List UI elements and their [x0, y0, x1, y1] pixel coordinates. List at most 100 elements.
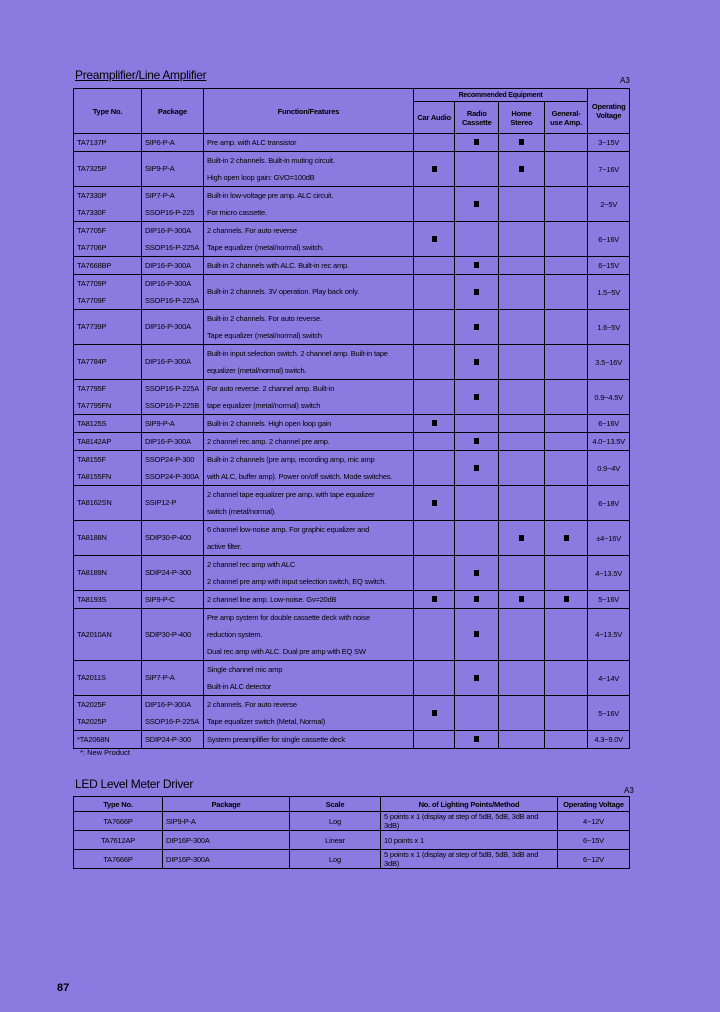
type-number-line: TA8189N: [77, 568, 107, 577]
recommended-mark-icon: [474, 596, 480, 602]
package: SIP7-P-A SSOP16-P-225: [140, 186, 204, 222]
equipment-general: [543, 274, 589, 310]
equipment-radio: [454, 520, 500, 556]
led-voltage: 4~12V: [557, 811, 630, 831]
type-number: TA8162SN: [73, 485, 142, 521]
recommended-mark-icon: [431, 420, 437, 426]
equipment-home: [498, 695, 545, 731]
table-row: TA7668BP DIP16-P-300A Built-in 2 channels …: [73, 256, 630, 275]
type-number-line: TA7330F: [77, 208, 106, 217]
led-points: 5 points x 1 (display at step of 5dB, 5d…: [380, 811, 558, 831]
features-line: Built-in 2 channels. 3V operation. Play …: [206, 287, 359, 296]
features-line: For micro cassette.: [206, 208, 267, 217]
table-row: TA8189N SDIP24-P-300 2 channel rec amp wit…: [73, 555, 630, 591]
equipment-general: [543, 133, 589, 152]
equipment-home: [498, 379, 545, 415]
recommended-mark-icon: [431, 499, 437, 506]
table-row: TA7325P SIP9-P-A Built-in 2 channels. Buil…: [73, 151, 630, 187]
type-number: TA7709P TA7709F: [73, 274, 142, 310]
operating-voltage: 6~18V: [587, 485, 630, 521]
features-line: System preamplifier for single cassette …: [206, 735, 345, 744]
equipment-car: [412, 221, 456, 257]
recommended-mark-icon: [474, 438, 480, 444]
operating-voltage: 0.9~4V: [587, 450, 630, 486]
operating-voltage: 4~13.5V: [587, 555, 630, 591]
operating-voltage: 0.9~4.5V: [587, 379, 630, 415]
equipment-general: [543, 414, 589, 433]
equipment-car: [412, 256, 456, 275]
equipment-general: [543, 695, 589, 731]
equipment-car: [412, 555, 456, 591]
package: SIP6-P-A: [140, 133, 204, 152]
package: SDIP30-P-400: [140, 608, 204, 661]
features: Built-in 2 channels (pre amp, recording …: [202, 450, 414, 486]
table-row: TA8193S SIP9-P-C 2 channel line amp. Low-n…: [73, 590, 630, 609]
equipment-general: [543, 730, 589, 749]
equipment-radio: [454, 608, 500, 661]
preamp-table: Type No. Package Function/Features Recom…: [73, 88, 630, 749]
led-section-title: LED Level Meter Driver: [75, 777, 194, 791]
package-line: SSOP16-P-225A: [144, 296, 200, 305]
package: SDIP30-P-400: [140, 520, 204, 556]
type-number: TA7795F TA7795FN: [73, 379, 142, 415]
features-line: with ALC, buffer amp). Power on/off swit…: [206, 472, 393, 481]
package-line: DIP16-P-300A: [144, 700, 191, 709]
table-row: TA7709P TA7709F DIP16-P-300A SSOP16-P-225A B…: [73, 274, 630, 310]
equipment-home: [498, 186, 545, 222]
table-row: TA2011S SIP7-P-A Single channel mic amp Bui…: [73, 660, 630, 696]
features: System preamplifier for single cassette …: [202, 730, 414, 749]
package-line: DIP16-P-300A: [144, 437, 191, 446]
equipment-radio: [454, 274, 500, 310]
package-line: DIP16-P-300A: [144, 357, 191, 366]
package-line: SSOP16-P-225A: [144, 243, 200, 252]
table-row: TA7784P DIP16-P-300A Built-in input select…: [73, 344, 630, 380]
table-row: TA2010AN SDIP30-P-400 Pre amp system for d…: [73, 608, 630, 661]
features: Built-in 2 channels. 3V operation. Play …: [202, 274, 414, 310]
equipment-car: [412, 608, 456, 661]
equipment-car: [412, 450, 456, 486]
features: Built-in 2 channels with ALC. Built-in r…: [202, 256, 414, 275]
table-row: TA7330P TA7330F SIP7-P-A SSOP16-P-225 Built-…: [73, 186, 630, 222]
equipment-home: [498, 256, 545, 275]
equipment-car: [412, 432, 456, 451]
features-line: 2 channels. For auto reverse: [206, 226, 297, 235]
features: For auto reverse. 2 channel amp. Built-i…: [202, 379, 414, 415]
preamp-section-title: Preamplifier/Line Amplifier: [75, 68, 207, 82]
type-number: TA8125S: [73, 414, 142, 433]
led-voltage: 6~15V: [557, 830, 630, 850]
package: SDIP24-P-300: [140, 555, 204, 591]
operating-voltage: 4.3~9.0V: [587, 730, 630, 749]
table-row: TA8162SN SSIP12-P 2 channel tape equalizer…: [73, 485, 630, 521]
header-type: Type No.: [73, 88, 142, 134]
package: SSOP24-P-300 SSOP24-P-300A: [140, 450, 204, 486]
footnote: *: New Product: [80, 748, 131, 757]
package-line: SDIP24-P-300: [144, 568, 191, 577]
package-line: SIP7-P-A: [144, 673, 175, 682]
package: SIP7-P-A: [140, 660, 204, 696]
equipment-general: [543, 555, 589, 591]
recommended-mark-icon: [474, 358, 480, 365]
features-line: Pre amp. with ALC transistor: [206, 138, 297, 147]
type-number-line: TA7739P: [77, 322, 107, 331]
type-number-line: TA7795FN: [77, 401, 112, 410]
type-number: TA8155F TA8155FN: [73, 450, 142, 486]
operating-voltage: 1.5~5V: [587, 274, 630, 310]
features-line: 2 channel line amp. Low-noise. Gv=20dB: [206, 595, 337, 604]
package-line: SSOP16-P-225A: [144, 384, 200, 393]
table-row: TA7137P SIP6-P-A Pre amp. with ALC transis…: [73, 133, 630, 152]
operating-voltage: 1.6~5V: [587, 309, 630, 345]
package-line: SIP7-P-A: [144, 191, 175, 200]
led-points: 10 points x 1: [380, 830, 558, 850]
equipment-radio: [454, 414, 500, 433]
features: Pre amp. with ALC transistor: [202, 133, 414, 152]
features: 2 channel rec amp. 2 channel pre amp.: [202, 432, 414, 451]
features-line: active filter.: [206, 542, 242, 551]
features-line: equalizer (metal/normal) switch.: [206, 366, 307, 375]
type-number: TA8189N: [73, 555, 142, 591]
header-recommended: Recommended Equipment: [412, 88, 589, 102]
package-line: SDIP30-P-400: [144, 533, 191, 542]
package-line: SIP6-P-A: [144, 138, 175, 147]
package: SSIP12-P: [140, 485, 204, 521]
operating-voltage: ±4~16V: [587, 520, 630, 556]
